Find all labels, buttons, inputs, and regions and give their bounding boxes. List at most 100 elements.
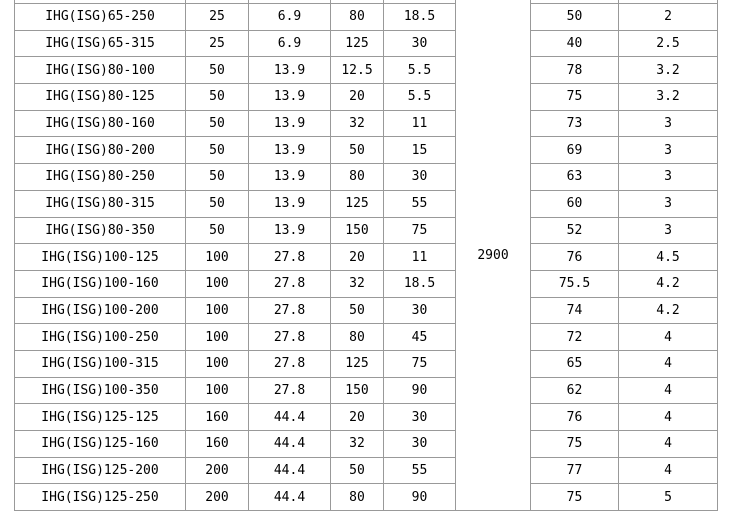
cell-efficiency: 78 <box>530 56 619 85</box>
cell-head: 50 <box>330 136 384 165</box>
cell-power: 30 <box>383 29 456 58</box>
cell-head: 125 <box>330 189 384 218</box>
cell-npsh: 3 <box>618 189 718 218</box>
cell-flow-m3h: 200 <box>185 456 249 485</box>
cell-flow-m3h: 100 <box>185 376 249 405</box>
cell-model: IHG(ISG)80-250 <box>14 163 186 191</box>
cell-power: 90 <box>383 483 456 512</box>
cell-head: 20 <box>330 403 384 431</box>
cell-npsh: 4.2 <box>618 269 718 298</box>
cell-head: 12.5 <box>330 56 384 85</box>
cell-efficiency: 40 <box>530 29 619 58</box>
cell-head: 80 <box>330 323 384 351</box>
table-row: IHG(ISG)100-350 100 27.8 150 90 62 4 <box>14 376 718 405</box>
cell-model: IHG(ISG)80-125 <box>14 83 186 111</box>
cell-efficiency: 65 <box>530 349 619 378</box>
cell-efficiency: 74 <box>530 296 619 325</box>
cell-power: 55 <box>383 456 456 485</box>
cell-model: IHG(ISG)80-160 <box>14 109 186 138</box>
cell-head: 50 <box>330 296 384 325</box>
cell-flow-ls: 27.8 <box>248 376 331 405</box>
cell-head: 20 <box>330 83 384 111</box>
cell-head: 80 <box>330 483 384 512</box>
cell-model: IHG(ISG)125-125 <box>14 403 186 431</box>
cell-npsh: 2.5 <box>618 29 718 58</box>
table-row: IHG(ISG)100-250 100 27.8 80 45 72 4 <box>14 323 718 351</box>
cell-flow-ls: 13.9 <box>248 189 331 218</box>
table-row: IHG(ISG)125-200 200 44.4 50 55 77 4 <box>14 456 718 485</box>
cell-efficiency: 73 <box>530 109 619 138</box>
cell-efficiency: 75 <box>530 430 619 458</box>
table-row: IHG(ISG)80-200 50 13.9 50 15 69 3 <box>14 136 718 165</box>
table-row: IHG(ISG)80-315 50 13.9 125 55 60 3 <box>14 189 718 218</box>
cell-flow-ls: 13.9 <box>248 109 331 138</box>
cell-efficiency: 76 <box>530 243 619 271</box>
cell-efficiency: 52 <box>530 216 619 245</box>
cell-flow-m3h: 25 <box>185 29 249 58</box>
cell-npsh: 5 <box>618 483 718 512</box>
pump-spec-table: 2900 IHG(ISG)65-250 25 6.9 80 18.5 50 2 IHG(ISG)… <box>14 0 718 512</box>
cell-power: 15 <box>383 136 456 165</box>
cell-model: IHG(ISG)80-200 <box>14 136 186 165</box>
cell-model: IHG(ISG)80-100 <box>14 56 186 85</box>
cell-efficiency: 60 <box>530 189 619 218</box>
table-row: IHG(ISG)100-125 100 27.8 20 11 76 4.5 <box>14 243 718 271</box>
cell-model: IHG(ISG)125-200 <box>14 456 186 485</box>
table-row: IHG(ISG)125-125 160 44.4 20 30 76 4 <box>14 403 718 431</box>
cropped-top-row: 2900 <box>14 0 718 512</box>
cell-power: 5.5 <box>383 56 456 85</box>
cell-flow-m3h: 50 <box>185 109 249 138</box>
cell-model: IHG(ISG)100-125 <box>14 243 186 271</box>
table-row: IHG(ISG)125-160 160 44.4 32 30 75 4 <box>14 430 718 458</box>
table-body: 2900 IHG(ISG)65-250 25 6.9 80 18.5 50 2 IHG(ISG)… <box>14 0 718 512</box>
cell-efficiency: 63 <box>530 163 619 191</box>
cell-flow-m3h: 160 <box>185 430 249 458</box>
cell-power: 5.5 <box>383 83 456 111</box>
cell-head: 80 <box>330 3 384 31</box>
cell-head: 50 <box>330 456 384 485</box>
cell-flow-ls: 6.9 <box>248 3 331 31</box>
cell-flow-ls: 44.4 <box>248 456 331 485</box>
cell-flow-m3h: 50 <box>185 163 249 191</box>
cell-efficiency: 75.5 <box>530 269 619 298</box>
cell-power: 75 <box>383 349 456 378</box>
cell-power: 45 <box>383 323 456 351</box>
cell-efficiency: 62 <box>530 376 619 405</box>
cell-efficiency: 69 <box>530 136 619 165</box>
cell-power: 18.5 <box>383 3 456 31</box>
cell-npsh: 3 <box>618 136 718 165</box>
cell-flow-ls: 44.4 <box>248 483 331 512</box>
cell-npsh: 4 <box>618 403 718 431</box>
cell-efficiency: 75 <box>530 83 619 111</box>
cell-head: 20 <box>330 243 384 271</box>
table-row: IHG(ISG)100-160 100 27.8 32 18.5 75.5 4.2 <box>14 269 718 298</box>
speed-merged-cell: 2900 <box>455 0 531 512</box>
table-row: IHG(ISG)80-250 50 13.9 80 30 63 3 <box>14 163 718 191</box>
cell-power: 30 <box>383 296 456 325</box>
cell-efficiency: 50 <box>530 3 619 31</box>
cell-model: IHG(ISG)125-160 <box>14 430 186 458</box>
cell-flow-m3h: 100 <box>185 269 249 298</box>
cell-model: IHG(ISG)100-160 <box>14 269 186 298</box>
cell-flow-m3h: 50 <box>185 83 249 111</box>
cell-power: 18.5 <box>383 269 456 298</box>
cell-npsh: 3.2 <box>618 83 718 111</box>
table-row: IHG(ISG)65-315 25 6.9 125 30 40 2.5 <box>14 29 718 58</box>
cell-flow-ls: 27.8 <box>248 296 331 325</box>
cell-flow-ls: 44.4 <box>248 403 331 431</box>
cell-flow-ls: 6.9 <box>248 29 331 58</box>
cell-flow-m3h: 50 <box>185 189 249 218</box>
cell-model: IHG(ISG)65-250 <box>14 3 186 31</box>
cell-flow-ls: 13.9 <box>248 56 331 85</box>
cell-npsh: 3 <box>618 163 718 191</box>
cell-flow-ls: 13.9 <box>248 163 331 191</box>
cell-flow-m3h: 50 <box>185 136 249 165</box>
cell-flow-m3h: 200 <box>185 483 249 512</box>
cell-efficiency: 75 <box>530 483 619 512</box>
table-row: IHG(ISG)80-125 50 13.9 20 5.5 75 3.2 <box>14 83 718 111</box>
cell-flow-m3h: 100 <box>185 349 249 378</box>
cell-model: IHG(ISG)125-250 <box>14 483 186 512</box>
cell-model: IHG(ISG)100-350 <box>14 376 186 405</box>
cell-flow-ls: 13.9 <box>248 136 331 165</box>
